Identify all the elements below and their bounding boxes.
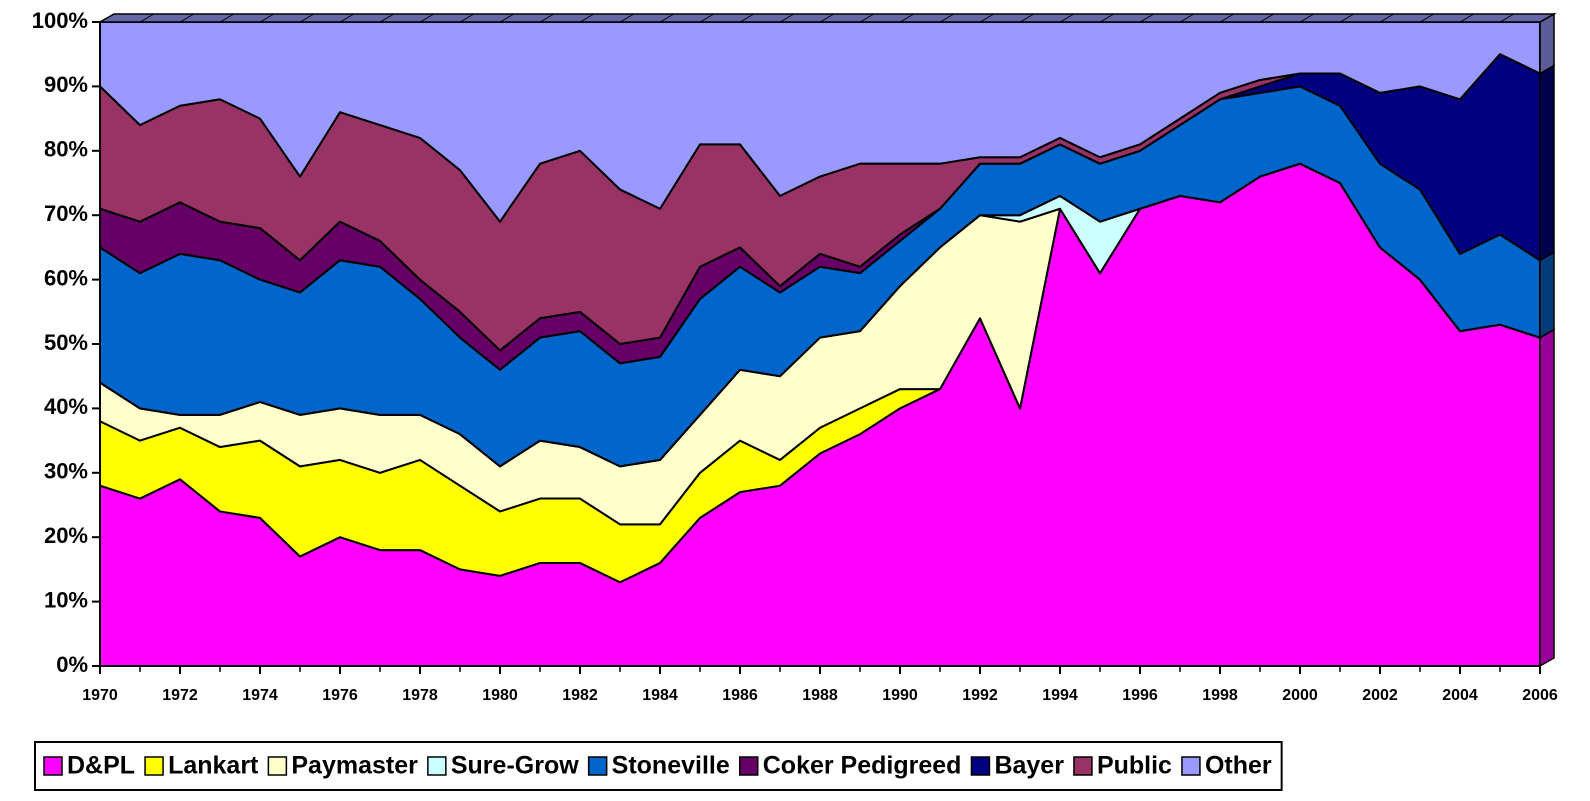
legend-swatch [144, 756, 164, 776]
top-face-hatch [1179, 13, 1195, 23]
side-face [1539, 250, 1555, 339]
top-face-hatch [1299, 13, 1315, 23]
y-tick-label: 20% [44, 523, 88, 548]
y-tick-label: 50% [44, 330, 88, 355]
side-face [1539, 64, 1555, 262]
x-tick-label: 1988 [802, 687, 838, 704]
top-face-hatch [1219, 13, 1235, 23]
top-face-hatch [979, 13, 995, 23]
top-face-hatch [619, 13, 635, 23]
y-tick-label: 90% [44, 72, 88, 97]
legend-swatch [739, 756, 759, 776]
top-face-hatch [459, 13, 475, 23]
legend-swatch [970, 756, 991, 776]
top-face-hatch [99, 13, 115, 23]
x-tick-label: 1980 [482, 687, 518, 704]
top-face-hatch [1099, 13, 1115, 23]
top-face-hatch [1419, 13, 1435, 23]
legend-label: Coker Pedigreed [763, 752, 962, 780]
x-tick-label: 1994 [1042, 687, 1078, 704]
y-tick-label: 70% [44, 201, 88, 226]
x-tick-label: 2004 [1442, 687, 1478, 704]
top-face-hatch [1539, 13, 1555, 23]
x-tick-label: 1984 [642, 687, 678, 704]
x-tick-label: 1990 [882, 687, 918, 704]
x-tick-label: 1978 [402, 687, 438, 704]
x-tick-label: 1992 [962, 687, 998, 704]
top-face-hatch [1019, 13, 1035, 23]
top-face-hatch [899, 13, 915, 23]
legend-label: Lankart [168, 752, 259, 780]
x-tick-label: 1998 [1202, 687, 1238, 704]
legend-swatch [587, 756, 608, 776]
top-face-hatch [179, 13, 195, 23]
top-face-hatch [259, 13, 275, 23]
x-tick-label: 1974 [242, 687, 278, 704]
legend-label: Sure-Grow [451, 752, 579, 780]
legend-swatch [43, 756, 63, 776]
x-tick-label: 1976 [322, 687, 358, 704]
legend-label: Paymaster [291, 752, 418, 780]
top-face-hatch [1459, 13, 1475, 23]
top-face-hatch [539, 13, 555, 23]
x-tick-label: 2002 [1362, 687, 1398, 704]
legend-label: Bayer [994, 752, 1064, 780]
x-tick-label: 1986 [722, 687, 758, 704]
top-face-hatch [139, 13, 155, 23]
top-face-hatch [739, 13, 755, 23]
top-face-hatch [1259, 13, 1275, 23]
y-tick-label: 60% [44, 265, 88, 290]
legend-swatch [427, 756, 447, 776]
legend-label: Public [1097, 752, 1172, 780]
x-tick-label: 1970 [82, 687, 118, 704]
legend-label: Stoneville [612, 752, 730, 780]
y-tick-label: 0% [56, 652, 88, 677]
top-face-hatch [1499, 13, 1515, 23]
legend-swatch [1181, 756, 1201, 776]
x-tick-label: 2006 [1522, 687, 1558, 704]
top-face-hatch [339, 13, 355, 23]
top-face-hatch [579, 13, 595, 23]
x-tick-label: 1982 [562, 687, 598, 704]
x-tick-label: 2000 [1282, 687, 1318, 704]
top-face-hatch [219, 13, 235, 23]
top-face-hatch [1379, 13, 1395, 23]
top-face-hatch [299, 13, 315, 23]
top-face-hatch [419, 13, 435, 23]
y-tick-label: 10% [44, 587, 88, 612]
side-face [1539, 12, 1555, 75]
side-face [1539, 328, 1555, 668]
top-face-hatch [859, 13, 875, 23]
top-face-hatch [659, 13, 675, 23]
legend-label: D&PL [67, 752, 135, 780]
top-face-hatch [819, 13, 835, 23]
top-face-hatch [1059, 13, 1075, 23]
legend-label: Other [1205, 752, 1272, 780]
x-tick-label: 1996 [1122, 687, 1158, 704]
y-tick-label: 40% [44, 394, 88, 419]
y-tick-label: 100% [32, 8, 88, 33]
legend-swatch [1073, 756, 1093, 776]
y-tick-label: 80% [44, 137, 88, 162]
x-tick-label: 1972 [162, 687, 198, 704]
top-face-hatch [1339, 13, 1355, 23]
top-face-hatch [699, 13, 715, 23]
top-face-hatch [1139, 13, 1155, 23]
legend-swatch [267, 756, 288, 776]
top-face-hatch [499, 13, 515, 23]
top-face-hatch [379, 13, 395, 23]
top-face-hatch [939, 13, 955, 23]
top-face-hatch [779, 13, 795, 23]
y-tick-label: 30% [44, 459, 88, 484]
